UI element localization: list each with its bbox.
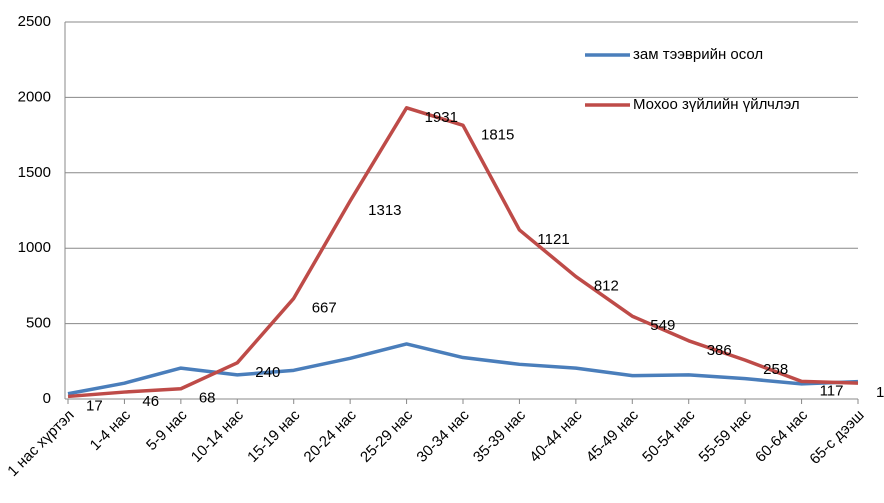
data-label: 1931 [425,109,458,126]
data-label: 549 [650,317,675,334]
x-tick-label: 20-24 нас [301,406,361,466]
legend-label: зам тээврийн осол [633,46,763,63]
data-label: 117 [820,382,844,399]
data-label: 386 [707,342,732,359]
x-tick-label: 45-49 нас [583,406,643,466]
legend-label: Мохоо зүйлийн үйлчлэл [633,96,800,113]
series-line [67,342,859,396]
y-tick-label: 2000 [18,88,51,105]
x-tick-label: 65-с дээш [806,407,867,468]
y-tick-label: 0 [43,390,51,407]
x-tick-label: 25-29 нас [357,406,417,466]
data-label: 1121 [537,231,569,248]
data-label: 812 [594,278,619,295]
data-label: 105 [876,384,884,401]
x-tick-label: 15-19 нас [244,406,304,466]
data-label: 46 [142,393,159,410]
x-tick-label: 10-14 нас [188,406,248,466]
x-tick-label: 35-39 нас [470,406,530,466]
y-tick-label: 1500 [18,164,51,181]
y-tick-label: 2500 [18,13,51,30]
y-tick-label: 1000 [18,239,51,256]
x-tick-label: 30-34 нас [413,406,473,466]
y-tick-label: 500 [26,315,51,332]
x-tick-label: 40-44 нас [526,406,586,466]
x-tick-label: 55-59 нас [696,406,756,466]
series-line [67,106,859,399]
data-label: 240 [255,364,280,381]
data-label: 1313 [368,202,401,219]
data-label: 667 [312,299,337,316]
data-label: 17 [86,397,103,414]
x-tick-label: 5-9 нас [143,406,191,454]
data-label: 68 [199,390,216,407]
x-tick-label: 50-54 нас [639,406,699,466]
x-tick-label: 1 нас хүртэл [4,407,77,480]
data-label: 258 [763,361,788,378]
data-label: 1815 [481,126,514,143]
x-tick-label: 60-64 нас [752,406,812,466]
